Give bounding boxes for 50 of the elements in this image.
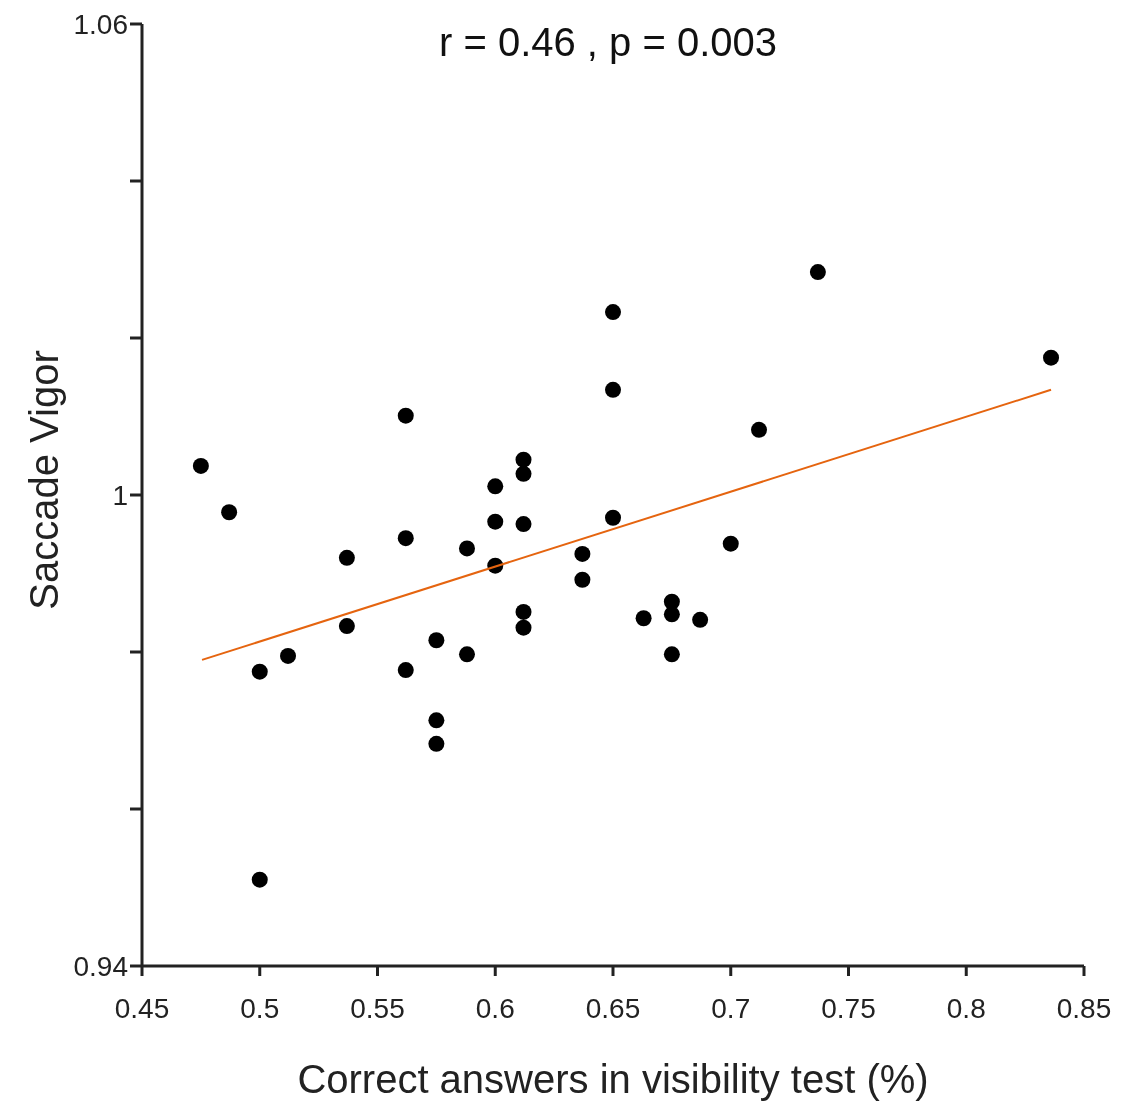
- point: [487, 478, 504, 495]
- point: [692, 611, 709, 628]
- point: [515, 603, 532, 620]
- point: [751, 421, 768, 438]
- point: [635, 610, 652, 627]
- x-axis-title: Correct answers in visibility test (%): [297, 1057, 929, 1101]
- point: [605, 304, 621, 321]
- point: [428, 735, 445, 752]
- point: [515, 619, 532, 636]
- point: [722, 535, 739, 552]
- y-tick-label: 1: [112, 479, 128, 511]
- point: [428, 632, 445, 649]
- point: [428, 712, 445, 729]
- point: [221, 504, 238, 521]
- point: [397, 407, 414, 424]
- point: [574, 571, 591, 588]
- chart-title: r = 0.46 , p = 0.003: [438, 20, 778, 64]
- point: [251, 663, 268, 680]
- point: [515, 451, 532, 468]
- x-tick-label: 0.6: [475, 992, 515, 1024]
- point: [458, 540, 475, 557]
- point: [458, 646, 475, 663]
- point: [515, 516, 532, 533]
- x-tick-label: 0.8: [946, 992, 986, 1024]
- point: [574, 545, 591, 562]
- y-tick-label: 1.06: [73, 8, 128, 40]
- point: [809, 264, 826, 281]
- x-tick-label: 0.7: [711, 992, 751, 1024]
- point: [338, 618, 355, 635]
- y-tick-label: 0.94: [73, 950, 128, 982]
- point: [1043, 349, 1060, 366]
- x-tick-label: 0.65: [585, 992, 641, 1024]
- point: [487, 513, 504, 530]
- point: [397, 530, 414, 547]
- x-tick-label: 0.55: [350, 992, 405, 1024]
- point: [338, 549, 355, 566]
- point: [251, 871, 268, 888]
- point: [515, 465, 532, 482]
- point: [397, 662, 414, 679]
- point: [663, 606, 680, 623]
- point: [663, 646, 680, 663]
- x-tick-label: 0.85: [1056, 992, 1112, 1024]
- x-tick-label: 0.45: [114, 992, 170, 1024]
- y-axis-title: Saccade Vigor: [22, 350, 66, 610]
- point: [605, 381, 621, 398]
- x-tick-label: 0.75: [821, 992, 876, 1024]
- point: [280, 647, 297, 664]
- x-tick-label: 0.5: [240, 992, 280, 1024]
- point: [192, 457, 209, 474]
- point: [605, 509, 621, 526]
